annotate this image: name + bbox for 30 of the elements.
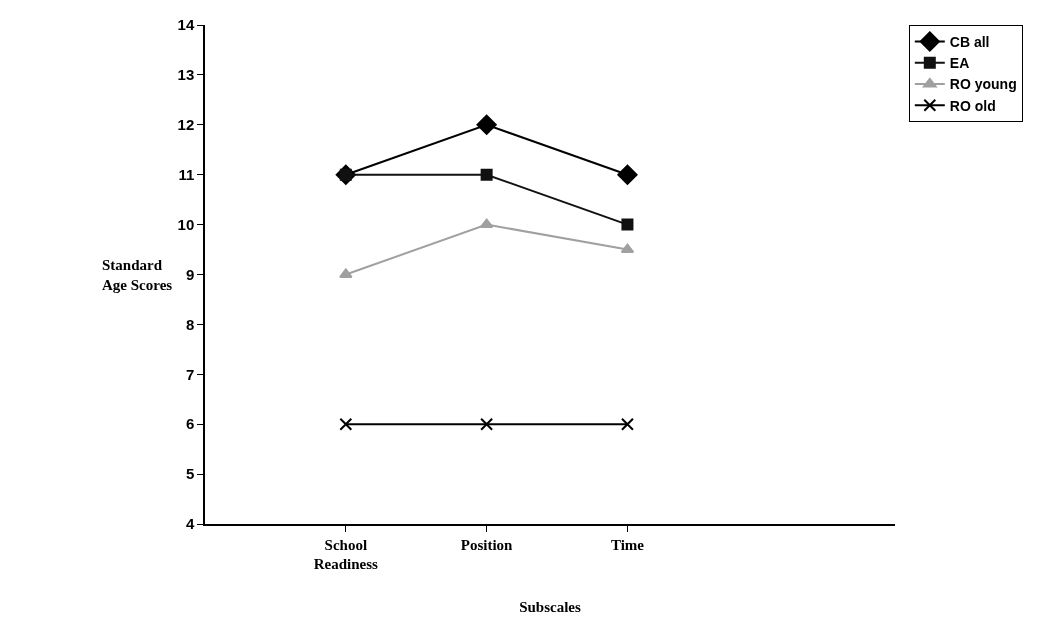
y-tick-label: 11 (178, 165, 195, 183)
y-tick-label: 12 (177, 116, 195, 134)
y-tick-label: 8 (185, 315, 195, 333)
y-tick-label: 4 (185, 515, 195, 533)
point (476, 114, 497, 135)
legend-label: RO young (949, 76, 1017, 93)
x-tick-label: Position (460, 536, 514, 553)
point (617, 164, 638, 185)
y-tick-label: 10 (177, 215, 195, 233)
legend-label: CB all (949, 34, 990, 51)
point (339, 268, 353, 278)
y-tick-label: 14 (177, 16, 195, 34)
point (480, 417, 494, 431)
point (621, 218, 634, 231)
y-axis-title: Standard Age Scores (102, 257, 173, 293)
point (339, 417, 353, 431)
legend-label: RO old (949, 97, 996, 114)
point (620, 243, 635, 254)
y-tick-label: 5 (185, 465, 195, 483)
x-tick-label: School Readiness (313, 536, 379, 573)
y-tick-label: 6 (185, 415, 195, 433)
y-tick-label: 9 (185, 265, 195, 283)
y-tick-label: 7 (185, 365, 195, 383)
point (620, 417, 634, 431)
point (479, 218, 494, 229)
x-axis-title: Subscales (519, 598, 581, 615)
point (480, 168, 493, 181)
x-tick-label: Time (610, 536, 645, 553)
y-tick-label: 13 (177, 66, 195, 84)
legend-label: EA (949, 55, 970, 72)
